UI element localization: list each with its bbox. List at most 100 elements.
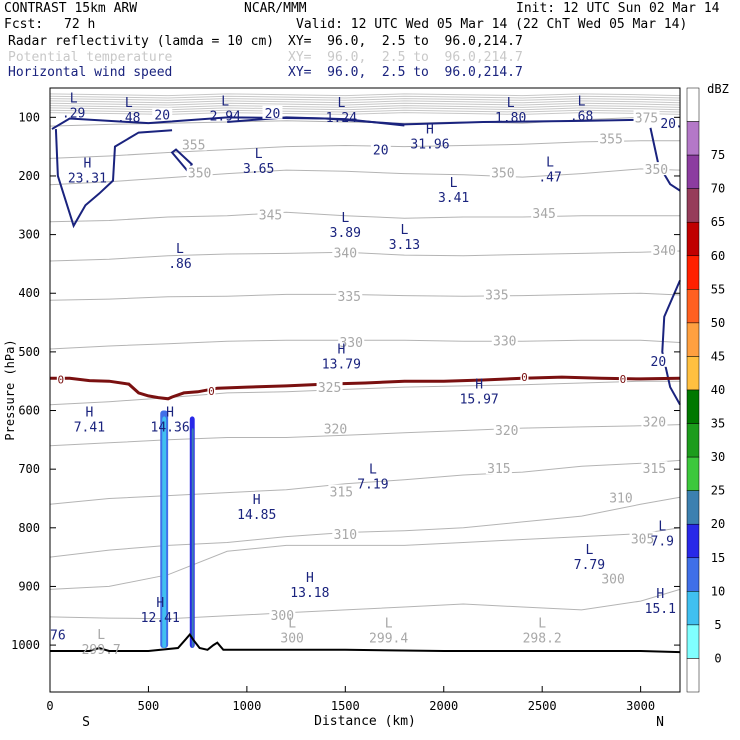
x-tick-label: 3000 bbox=[626, 699, 655, 713]
isentrope-355 bbox=[50, 141, 680, 159]
colorbar-unit: dBZ bbox=[707, 82, 729, 96]
colorbar-tick-label: 35 bbox=[711, 417, 725, 431]
colorbar-tick-label: 30 bbox=[711, 450, 725, 464]
isentrope-label: 300 bbox=[601, 572, 624, 587]
y-tick-label: 1000 bbox=[11, 638, 40, 652]
extremum-value: .86 bbox=[168, 257, 191, 272]
isentrope-label: 320 bbox=[643, 415, 666, 430]
colorbar-bin bbox=[687, 122, 699, 156]
theta-extremum-marker: L bbox=[538, 616, 546, 631]
wind-speed-label: 20 bbox=[651, 355, 667, 370]
isentrope-335 bbox=[50, 293, 680, 300]
isentrope-label: 315 bbox=[330, 486, 353, 501]
colorbar-bin bbox=[687, 356, 699, 390]
isentrope-label: 310 bbox=[334, 528, 357, 543]
extremum-value: 14.36 bbox=[151, 420, 190, 435]
isentrope-label: 350 bbox=[491, 167, 514, 182]
extremum-marker-l: L bbox=[125, 96, 133, 111]
stratosphere-isentrope bbox=[50, 94, 680, 96]
extremum-marker-l: L bbox=[400, 223, 408, 238]
extremum-value: 14.85 bbox=[237, 508, 276, 523]
colorbar-tick-label: 70 bbox=[711, 182, 725, 196]
extremum-marker-h: H bbox=[156, 596, 164, 611]
isentrope-label: 355 bbox=[182, 138, 205, 153]
extremum-marker-h: H bbox=[166, 405, 174, 420]
colorbar-tick-label: 15 bbox=[711, 551, 725, 565]
isentrope-345 bbox=[50, 212, 680, 221]
extremum-marker-l: L bbox=[658, 520, 666, 535]
colorbar-bin bbox=[687, 658, 699, 692]
isentrope-label: 330 bbox=[493, 334, 516, 349]
extremum-value: 7.9 bbox=[651, 535, 674, 550]
extremum-marker-h: H bbox=[475, 378, 483, 393]
extremum-value: .29 bbox=[62, 107, 85, 122]
colorbar-bin bbox=[687, 457, 699, 491]
colorbar-bin bbox=[687, 491, 699, 525]
extremum-value: 15.1 bbox=[645, 602, 676, 617]
stratosphere-isentrope bbox=[50, 96, 680, 98]
colorbar-bin bbox=[687, 155, 699, 189]
extremum-value: 7.41 bbox=[74, 420, 105, 435]
extremum-value: 31.96 bbox=[410, 138, 449, 153]
wind-speed-label: 20 bbox=[265, 107, 281, 122]
colorbar-bin bbox=[687, 390, 699, 424]
extremum-marker-l: L bbox=[450, 176, 458, 191]
y-tick-label: 300 bbox=[18, 228, 40, 242]
extremum-value: 3.41 bbox=[438, 191, 469, 206]
freezing-level-label: 0 bbox=[521, 371, 528, 384]
dbz-colorbar: 051015202530354045505560657075 bbox=[687, 88, 725, 692]
isentrope-label: 340 bbox=[653, 244, 676, 259]
colorbar-bin bbox=[687, 189, 699, 223]
isentrope-label: 320 bbox=[324, 422, 347, 437]
extremum-value: 12.41 bbox=[141, 611, 180, 626]
x-tick-label: 1000 bbox=[232, 699, 261, 713]
colorbar-tick-label: 25 bbox=[711, 484, 725, 498]
extremum-value: .47 bbox=[538, 170, 561, 185]
colorbar-tick-label: 55 bbox=[711, 282, 725, 296]
isentrope-label: 345 bbox=[259, 208, 282, 223]
freezing-level-label: 0 bbox=[58, 373, 65, 386]
y-tick-label: 700 bbox=[18, 462, 40, 476]
isentrope-label: 375 bbox=[635, 111, 658, 126]
extremum-value: 3.13 bbox=[389, 238, 420, 253]
colorbar-tick-label: 10 bbox=[711, 584, 725, 598]
isentrope-label: 325 bbox=[318, 381, 341, 396]
isentrope-350 bbox=[50, 169, 680, 185]
isentrope-340 bbox=[50, 251, 680, 261]
colorbar-bin bbox=[687, 558, 699, 592]
x-tick-label: 1500 bbox=[331, 699, 360, 713]
north-label: N bbox=[656, 715, 664, 730]
freezing-level: 0 0 0 0 bbox=[50, 371, 680, 399]
reflectivity-column-20dbz bbox=[192, 428, 194, 648]
contour-labels: 300 300 305 310 310 315 315 315 320 320 320 325 330 3… bbox=[50, 92, 678, 659]
isentrope-label: 355 bbox=[599, 133, 622, 148]
x-axis-title: Distance (km) bbox=[314, 714, 416, 729]
extremum-marker-l: L bbox=[586, 543, 594, 558]
isentrope-330 bbox=[50, 340, 680, 349]
isentrope-label: 315 bbox=[487, 462, 510, 477]
colorbar-tick-label: 75 bbox=[711, 148, 725, 162]
wind-contour-20 bbox=[650, 128, 680, 191]
extremum-marker-l: L bbox=[337, 96, 345, 111]
potential-temperature-contours bbox=[50, 94, 680, 619]
extremum-marker-h: H bbox=[306, 571, 314, 586]
colorbar-bin bbox=[687, 424, 699, 458]
extremum-value: 15.97 bbox=[460, 393, 499, 408]
extremum-marker-h: H bbox=[656, 587, 664, 602]
plot-frame bbox=[50, 88, 680, 692]
theta-extremum-value: 299.7 bbox=[82, 643, 121, 658]
wind-speed-label: 20 bbox=[373, 144, 389, 159]
x-tick-label: 500 bbox=[138, 699, 160, 713]
isentrope-label: 335 bbox=[485, 289, 508, 304]
isentrope-label: 345 bbox=[532, 207, 555, 222]
isentrope-label: 350 bbox=[645, 163, 668, 178]
theta-extremum-marker: L bbox=[288, 616, 296, 631]
freezing-level-label: 0 bbox=[620, 373, 627, 386]
extremum-marker-h: H bbox=[85, 405, 93, 420]
extremum-value: 1.80 bbox=[495, 111, 526, 126]
isentrope-label: 340 bbox=[334, 246, 357, 261]
colorbar-bin bbox=[687, 256, 699, 290]
y-tick-label: 900 bbox=[18, 579, 40, 593]
colorbar-tick-label: 20 bbox=[711, 517, 725, 531]
